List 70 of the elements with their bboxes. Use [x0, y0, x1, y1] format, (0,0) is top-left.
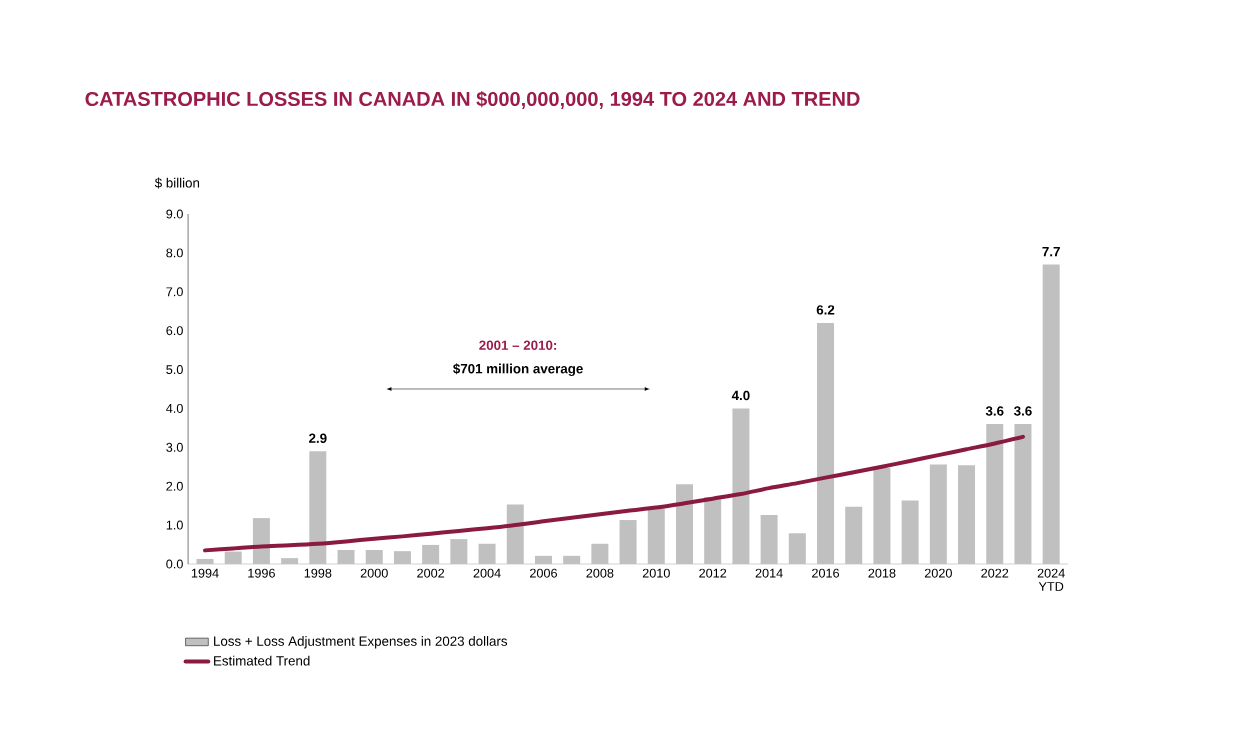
- y-tick-label: 4.0: [166, 403, 183, 413]
- bar: [563, 555, 581, 564]
- bar: [986, 423, 1004, 564]
- bar: [675, 484, 693, 564]
- x-tick-label: 2020: [924, 568, 952, 578]
- x-tick-label: 1998: [304, 568, 332, 578]
- data-label: 3.6: [1014, 406, 1032, 416]
- data-label: 3.6: [985, 406, 1004, 416]
- x-tick-label: 2018: [868, 568, 896, 578]
- y-tick-label: 7.0: [166, 287, 183, 297]
- x-tick-label: 2012: [699, 568, 727, 578]
- x-tick-label: 2006: [530, 568, 557, 578]
- bar: [506, 504, 524, 564]
- bar: [1042, 264, 1060, 564]
- x-tick-label: 2004: [473, 568, 501, 578]
- bar: [760, 514, 778, 564]
- legend-label: Loss + Loss Adjustment Expenses in 2023 dollars: [214, 636, 508, 649]
- annotation: 2001 – 2010:: [479, 340, 557, 350]
- bar: [422, 544, 440, 564]
- y-tick-label: 3.0: [166, 442, 183, 452]
- bar: [901, 500, 919, 564]
- bar: [704, 497, 722, 564]
- bar: [929, 464, 947, 564]
- chart-title: CATASTROPHIC LOSSES IN CANADA IN $000,000,000, 1994 TO 2024 AND TREND: [85, 91, 860, 109]
- bar: [732, 408, 750, 564]
- x-tick-label: 2022: [981, 568, 1009, 578]
- y-tick-label: 2.0: [166, 481, 183, 491]
- y-tick-label: 5.0: [166, 365, 183, 375]
- bar: [196, 558, 214, 564]
- x-tick-label: 2014: [755, 568, 783, 578]
- x-tick-label: 1994: [191, 568, 219, 578]
- bar: [450, 539, 468, 564]
- line-series: [203, 434, 1025, 553]
- bar: [393, 551, 411, 564]
- y-tick-label: 6.0: [166, 326, 183, 336]
- x-tick-label: 2008: [586, 568, 614, 578]
- bar: [845, 506, 863, 564]
- data-label: 7.7: [1042, 247, 1060, 257]
- y-tick-label: 0.0: [166, 559, 183, 569]
- data-label: 4.0: [731, 390, 750, 401]
- bar: [478, 543, 496, 564]
- legend-label: Estimated Trend: [214, 655, 310, 666]
- annotation: $701 million average: [453, 363, 583, 377]
- x-tick-label: 2010: [642, 568, 670, 578]
- bar: [309, 451, 327, 564]
- x-tick-label: 2016: [812, 568, 840, 578]
- bar: [619, 520, 637, 564]
- bar: [958, 465, 976, 564]
- bar: [281, 558, 299, 564]
- bar: [647, 508, 665, 564]
- bar: [591, 543, 609, 564]
- bar: [534, 555, 552, 564]
- bar: [337, 549, 355, 564]
- x-tick-label: 2002: [417, 568, 445, 578]
- bar: [224, 551, 242, 564]
- bar: [252, 518, 270, 564]
- bar: [788, 533, 806, 564]
- data-label: 6.2: [816, 305, 835, 315]
- bar: [817, 322, 835, 564]
- x-tick-label: 2000: [360, 568, 388, 578]
- bar: [873, 467, 891, 564]
- x-tick-label: 2024 YTD: [1037, 568, 1065, 591]
- y-tick-label: 9.0: [166, 209, 183, 219]
- bar: [365, 549, 383, 564]
- y-tick-label: 1.0: [166, 520, 183, 530]
- bar: [1014, 423, 1032, 564]
- y-tick-label: 8.0: [166, 248, 183, 258]
- data-label: 2.9: [309, 433, 327, 443]
- x-tick-label: 1996: [248, 568, 275, 578]
- y-axis-title: $ billion: [154, 177, 200, 189]
